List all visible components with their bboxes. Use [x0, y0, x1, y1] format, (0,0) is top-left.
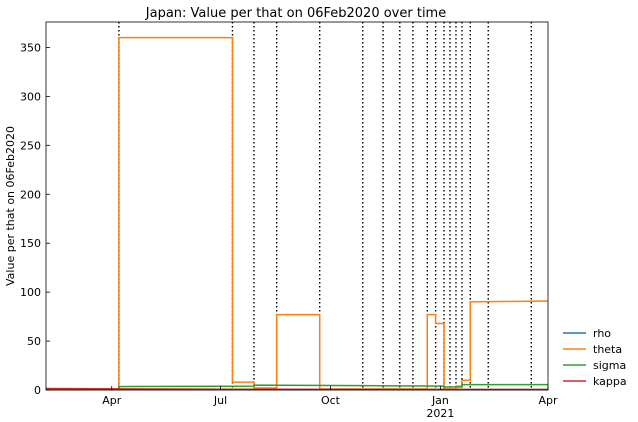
y-axis-label: Value per that on 06Feb2020	[4, 126, 17, 286]
series-line-kappa	[45, 387, 549, 391]
y-axis: 0 50 100 150 200 250 300 350	[20, 41, 50, 397]
y-tick-label: 250	[20, 139, 41, 152]
y-tick-label: 350	[20, 41, 41, 54]
x-tick-sublabel: 2021	[426, 407, 454, 420]
y-tick-label: 0	[34, 384, 41, 397]
x-tick-label: Apr	[102, 394, 122, 407]
y-tick-label: 100	[20, 286, 41, 299]
legend-label-sigma: sigma	[593, 359, 626, 372]
legend-label-rho: rho	[593, 327, 611, 340]
x-tick-label: Jan	[431, 394, 449, 407]
series-lines	[45, 36, 549, 391]
x-tick-label: Oct	[321, 394, 341, 407]
y-tick-label: 150	[20, 237, 41, 250]
legend-label-theta: theta	[593, 343, 622, 356]
y-tick-label: 300	[20, 90, 41, 103]
chart-title: Japan: Value per that on 06Feb2020 over …	[145, 6, 446, 21]
legend-label-kappa: kappa	[593, 375, 627, 388]
series-line-sigma	[46, 383, 548, 391]
x-tick-label: Apr	[538, 394, 558, 407]
plot-frame	[45, 21, 549, 391]
legend: rho theta sigma kappa	[563, 327, 627, 388]
y-tick-label: 50	[27, 335, 41, 348]
event-markers	[118, 22, 532, 390]
y-tick-label: 200	[20, 188, 41, 201]
x-tick-label: Jul	[213, 394, 227, 407]
